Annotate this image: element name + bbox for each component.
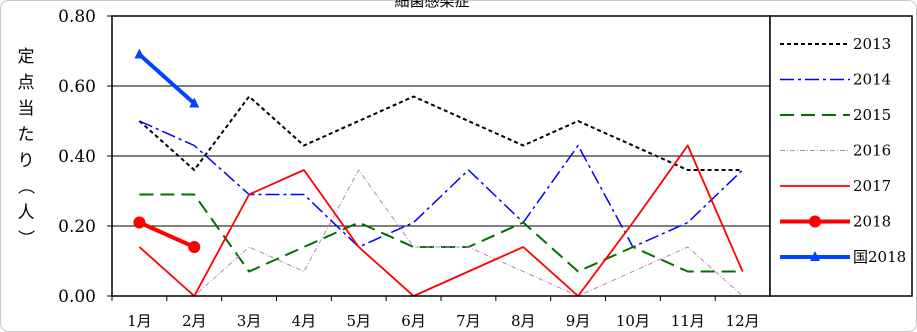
legend-label: 2013	[853, 35, 891, 53]
legend-label: 2014	[853, 71, 891, 89]
y-axis-label-char: り	[18, 151, 35, 171]
y-axis-ticks: 0.00 0.20 0.40 0.60 0.80	[58, 7, 112, 307]
legend-label: 2018	[853, 213, 891, 231]
x-tick-label: 11月	[671, 312, 705, 330]
chart-title: 細菌感染症	[394, 0, 469, 10]
legend-label: 2017	[853, 177, 891, 195]
y-axis-label-char: 人	[18, 203, 35, 223]
y-axis-label-char: た	[18, 125, 35, 145]
y-tick-label: 0.40	[58, 147, 96, 167]
x-tick-label: 12月	[726, 312, 760, 330]
y-axis-label-char: （	[15, 178, 35, 195]
x-tick-label: 10月	[616, 312, 650, 330]
x-tick-label: 4月	[292, 312, 317, 330]
x-tick-label: 9月	[566, 312, 591, 330]
x-tick-label: 8月	[511, 312, 536, 330]
series-line	[138, 144, 744, 297]
series-point	[189, 97, 200, 108]
legend-entries: 2013 2014 2015 2016 2017 2018 国2018	[780, 35, 906, 266]
legend	[769, 15, 913, 297]
y-axis-label-char: 点	[18, 73, 35, 93]
grid-lines	[112, 85, 770, 227]
y-tick-label: 0.00	[58, 287, 96, 307]
x-tick-label: 1月	[127, 312, 152, 330]
x-tick-label: 2月	[182, 312, 207, 330]
legend-label: 国2018	[853, 248, 906, 266]
y-tick-label: 0.20	[58, 217, 96, 237]
x-tick-label: 7月	[456, 312, 481, 330]
y-axis-label-char: 定	[18, 47, 35, 67]
legend-label: 2016	[853, 142, 891, 160]
series-line	[139, 193, 743, 273]
series-line	[138, 53, 196, 105]
y-axis-label-char: ）	[15, 230, 35, 247]
series-point	[134, 48, 145, 59]
series-line	[139, 120, 744, 248]
x-axis-ticks: 1月 2月 3月 4月 5月 6月 7月 8月 9月 10月 11月 12月	[111, 296, 760, 330]
x-tick-label: 5月	[346, 312, 371, 330]
y-tick-label: 0.80	[58, 7, 96, 27]
x-tick-label: 3月	[237, 312, 262, 330]
series-line	[138, 220, 196, 249]
legend-label: 2015	[853, 106, 891, 124]
x-tick-label: 6月	[401, 312, 426, 330]
legend-marker	[810, 251, 820, 261]
legend-marker	[809, 215, 821, 228]
series-lines	[133, 48, 744, 297]
series-line	[138, 95, 743, 171]
y-tick-label: 0.60	[58, 77, 96, 97]
series-point	[188, 241, 201, 253]
series-line	[139, 169, 743, 297]
series-point	[133, 216, 146, 229]
y-axis-label-char: 当	[18, 99, 35, 119]
